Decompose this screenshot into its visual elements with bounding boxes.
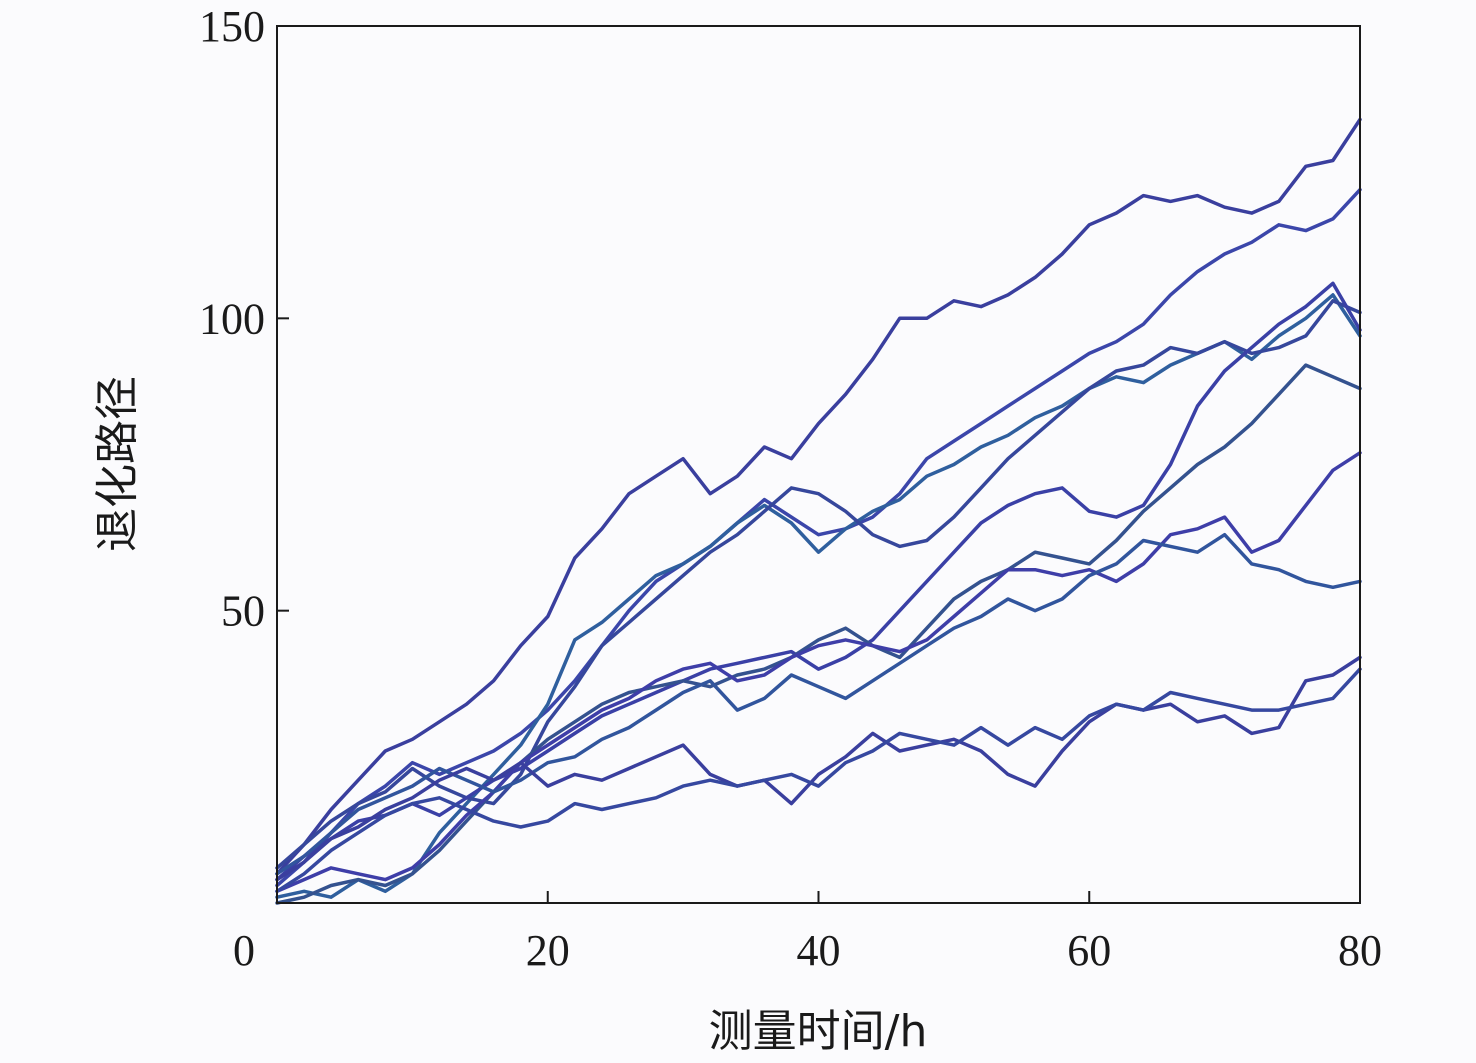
series-line-1	[275, 117, 1362, 876]
x-tick-label: 40	[797, 926, 841, 975]
series-line-2	[275, 187, 1362, 888]
x-tick-label: 60	[1067, 926, 1111, 975]
series-line-3	[275, 293, 1362, 899]
series-line-6	[275, 363, 1362, 905]
series-line-7	[275, 451, 1362, 894]
y-axis-title: 退化路径	[92, 376, 143, 552]
series-line-5	[275, 281, 1362, 882]
x-tick-label: 80	[1338, 926, 1382, 975]
y-tick-label: 50	[221, 587, 265, 636]
series-line-10	[275, 667, 1362, 894]
series-line-8	[275, 532, 1362, 876]
series-line-4	[275, 299, 1362, 870]
y-tick-label: 150	[199, 2, 265, 51]
y-tick-label: 100	[199, 294, 265, 343]
series-layer	[275, 117, 1362, 905]
x-tick-label: 20	[526, 926, 570, 975]
x-tick-label: 0	[233, 926, 255, 975]
x-axis-title: 测量时间/h	[709, 1006, 928, 1057]
tick-layer: 0 20 40 60 80 50 100 150	[199, 2, 1382, 975]
series-line-9	[275, 655, 1362, 882]
